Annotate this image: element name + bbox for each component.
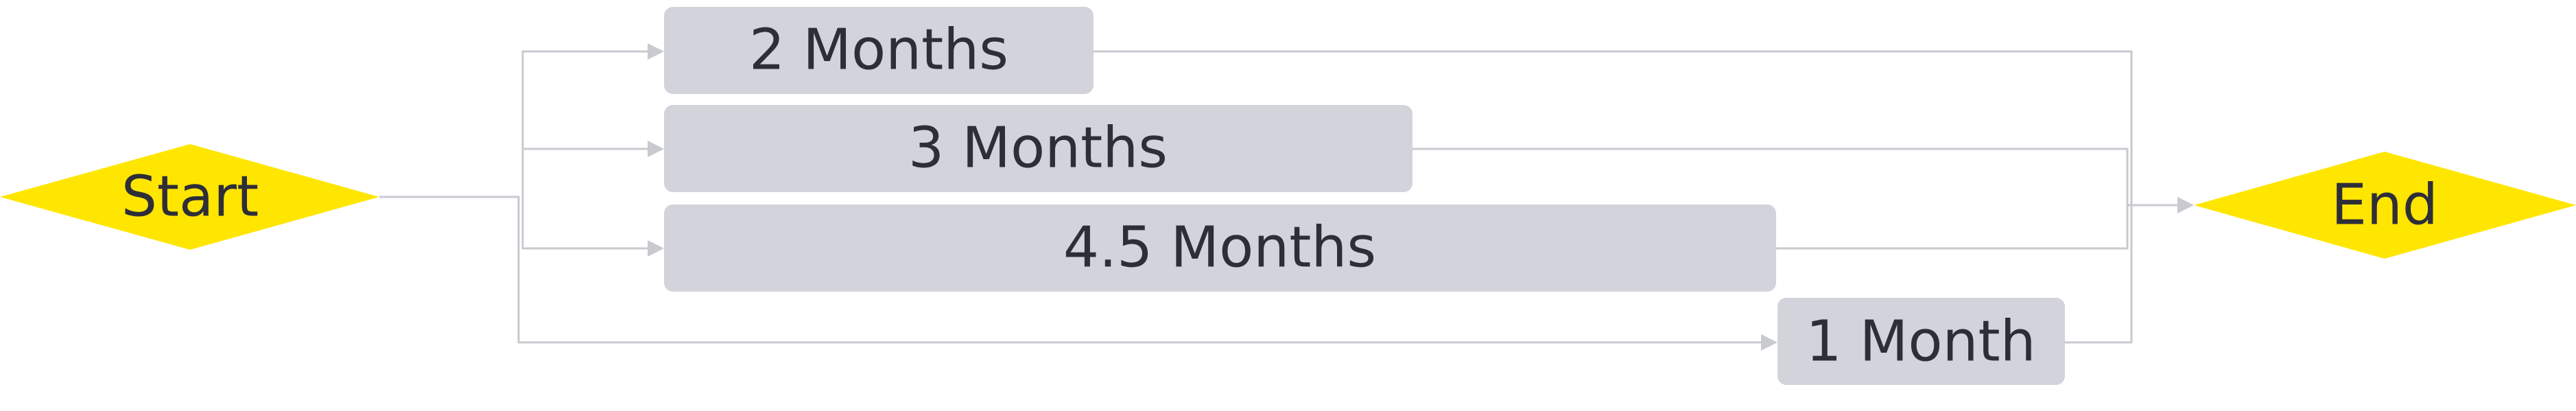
connector-start-to-task-1-month (517, 197, 1762, 344)
task-1-month: 1 Month (1777, 298, 2065, 385)
task-3-months: 3 Months (664, 105, 1413, 192)
task-label-3-months: 3 Months (908, 116, 1168, 181)
task-box-1-month (1777, 298, 2065, 385)
end-milestone: End (2194, 152, 2576, 259)
start-connectors (379, 50, 1762, 344)
connector-task-3-months-to-end (1413, 148, 2129, 205)
connector-task-2-months-to-end (1094, 50, 2133, 205)
connector-start-to-task-2-months (521, 50, 648, 197)
arrowhead-task-3-months (648, 141, 664, 157)
end-label: End (2331, 173, 2438, 238)
task-label-4-5-months: 4.5 Months (1063, 215, 1376, 281)
start-diamond (0, 144, 379, 250)
task-4-5-months: 4.5 Months (664, 204, 1776, 292)
connector-task-4-5-months-to-end (1776, 205, 2129, 250)
arrowhead-task-1-month (1761, 334, 1777, 351)
start-label: Start (121, 165, 259, 230)
start-milestone: Start (0, 144, 379, 250)
end-connectors (1094, 50, 2194, 344)
arrowhead-task-4-5-months (648, 240, 664, 257)
task-label-1-month: 1 Month (1806, 309, 2035, 375)
task-arrowheads (648, 43, 1777, 351)
arrowhead-task-2-months (648, 43, 664, 60)
task-box-3-months (664, 105, 1413, 192)
task-label-2-months: 2 Months (749, 18, 1008, 83)
connector-task-1-month-to-end (2065, 205, 2133, 344)
task-box-2-months (664, 7, 1094, 94)
connector-start-trunk (379, 196, 520, 205)
arrowhead-end (2177, 197, 2194, 213)
task-2-months: 2 Months (664, 7, 1094, 94)
end-diamond (2194, 152, 2576, 259)
task-box-4-5-months (664, 204, 1776, 292)
connector-start-to-task-4-5-months (521, 197, 648, 250)
